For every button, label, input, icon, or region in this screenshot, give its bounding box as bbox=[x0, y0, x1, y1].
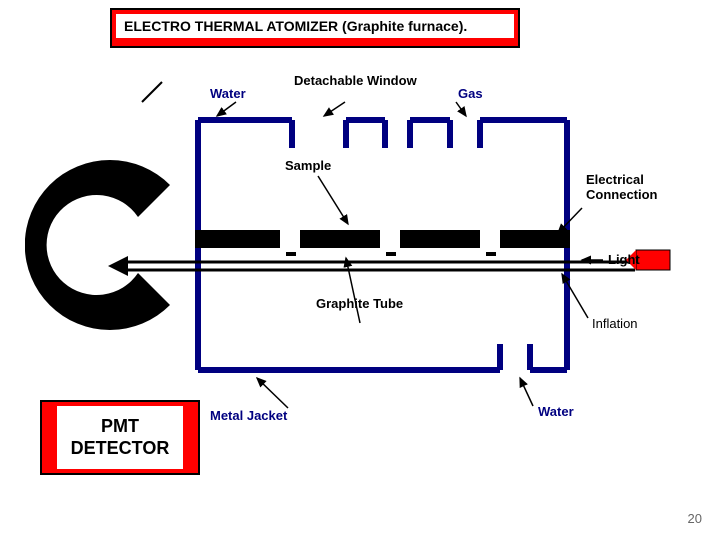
label-light: Light bbox=[608, 252, 640, 267]
graphite-tube bbox=[195, 230, 570, 248]
label-sample: Sample bbox=[285, 158, 331, 173]
label-detachable-window: Detachable Window bbox=[294, 73, 417, 88]
pmt-detector-box: PMTDETECTOR bbox=[40, 400, 200, 475]
arrow-water-top bbox=[217, 102, 236, 116]
page-number: 20 bbox=[688, 511, 702, 526]
arrow-sample bbox=[318, 176, 348, 224]
arrow-gas bbox=[456, 102, 466, 116]
light-source bbox=[636, 250, 670, 270]
arrow-water-bottom bbox=[520, 378, 533, 406]
label-metal-jacket: Metal Jacket bbox=[210, 408, 287, 423]
label-water-bottom: Water bbox=[538, 404, 574, 419]
label-water-top: Water bbox=[210, 86, 246, 101]
label-graphite-tube: Graphite Tube bbox=[316, 296, 403, 311]
arrow-graphite bbox=[346, 258, 360, 323]
pmt-detector-label: PMTDETECTOR bbox=[57, 406, 184, 469]
light-path bbox=[108, 256, 635, 276]
label-gas: Gas bbox=[458, 86, 483, 101]
arrow-metal-jacket bbox=[257, 378, 288, 408]
arrow-detach bbox=[324, 102, 345, 116]
label-inflation: Inflation bbox=[592, 316, 638, 331]
label-electrical: Electrical Connection bbox=[586, 172, 658, 202]
